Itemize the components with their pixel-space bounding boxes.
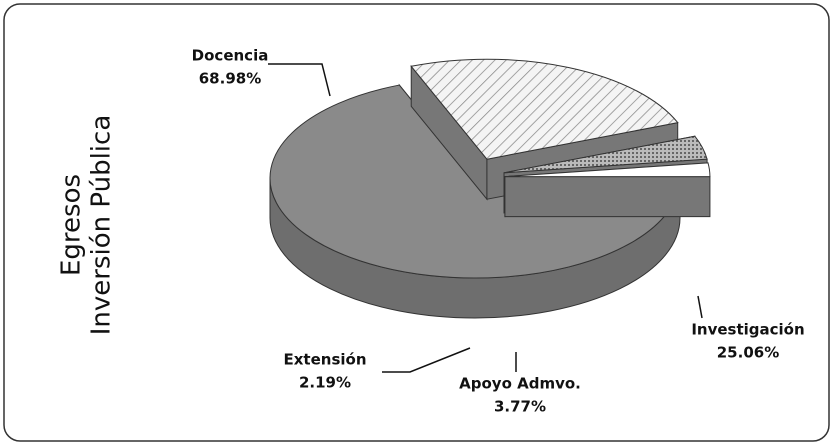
data-label: 68.98% (199, 70, 261, 88)
chart-title: Inversión Pública (87, 115, 117, 336)
data-label: Apoyo Admvo. (459, 375, 581, 393)
title-group: Egresos Inversión Pública (57, 115, 117, 336)
data-label: Investigación (691, 321, 804, 339)
data-label: Extensión (284, 351, 367, 369)
slice-top (410, 58, 679, 160)
leader-line (697, 295, 703, 319)
data-label: 3.77% (494, 398, 546, 416)
leader-line (382, 347, 471, 373)
data-label: 25.06% (717, 344, 779, 362)
slice-edge (504, 176, 711, 218)
data-label: Docencia (192, 47, 269, 65)
slice-top (504, 162, 711, 178)
slice-top (503, 135, 708, 174)
pie (269, 58, 711, 319)
data-label: 2.19% (299, 374, 351, 392)
chart-title: Egresos (57, 174, 87, 276)
leader-line (268, 63, 331, 97)
slice (504, 162, 711, 218)
